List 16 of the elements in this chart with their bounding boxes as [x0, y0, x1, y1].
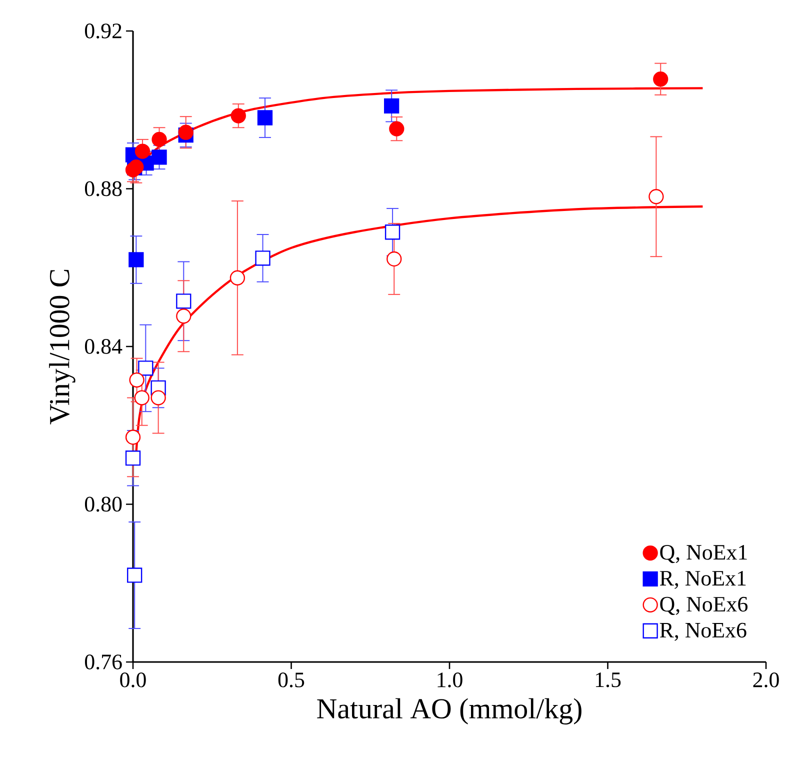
y-tick-label: 0.92 [84, 24, 122, 38]
x-tick-label: 0.5 [278, 672, 304, 688]
x-tick-label: 0.0 [120, 672, 146, 688]
y-tick-label: 0.88 [84, 181, 122, 196]
legend-label: R, NoEx6 [660, 622, 746, 641]
y-tick-label: 0.76 [84, 654, 122, 670]
x-axis-title: Natural AO (mmol/kg) [317, 698, 582, 724]
x-tick-label: 1.0 [438, 672, 462, 688]
y-tick-label: 0.80 [84, 496, 122, 512]
x-tick-label: 1.5 [596, 672, 621, 688]
legend-label: R, NoEx1 [660, 570, 746, 589]
x-tick-label: 2.0 [753, 672, 779, 688]
legend-label: Q, NoEx6 [660, 596, 748, 615]
y-tick-label: 0.84 [84, 339, 122, 354]
y-axis-title: Vinyl/1000 C [49, 270, 76, 424]
legend-label: Q, NoEx1 [660, 545, 747, 564]
